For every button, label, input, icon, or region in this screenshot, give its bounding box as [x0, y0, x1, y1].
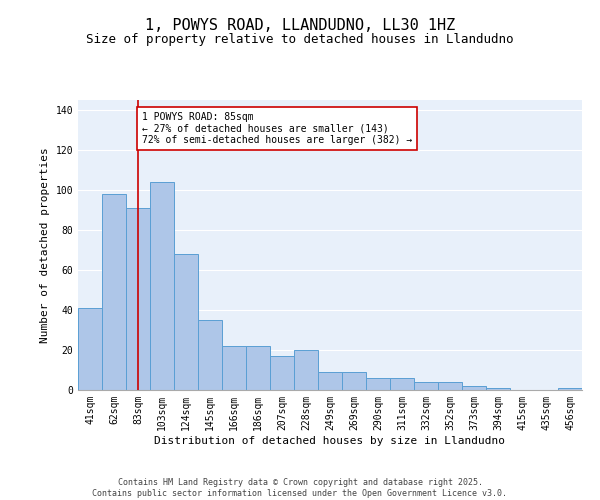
- Bar: [78, 308, 102, 390]
- Text: Size of property relative to detached houses in Llandudno: Size of property relative to detached ho…: [86, 32, 514, 46]
- Bar: [150, 182, 174, 390]
- Bar: [318, 372, 342, 390]
- Bar: [174, 254, 198, 390]
- X-axis label: Distribution of detached houses by size in Llandudno: Distribution of detached houses by size …: [155, 436, 505, 446]
- Bar: [462, 386, 486, 390]
- Bar: [342, 372, 366, 390]
- Bar: [486, 388, 510, 390]
- Bar: [246, 346, 270, 390]
- Bar: [126, 208, 150, 390]
- Y-axis label: Number of detached properties: Number of detached properties: [40, 147, 50, 343]
- Bar: [294, 350, 318, 390]
- Bar: [414, 382, 438, 390]
- Bar: [438, 382, 462, 390]
- Bar: [390, 378, 414, 390]
- Bar: [222, 346, 246, 390]
- Bar: [198, 320, 222, 390]
- Bar: [366, 378, 390, 390]
- Bar: [558, 388, 582, 390]
- Bar: [270, 356, 294, 390]
- Text: Contains HM Land Registry data © Crown copyright and database right 2025.
Contai: Contains HM Land Registry data © Crown c…: [92, 478, 508, 498]
- Text: 1 POWYS ROAD: 85sqm
← 27% of detached houses are smaller (143)
72% of semi-detac: 1 POWYS ROAD: 85sqm ← 27% of detached ho…: [142, 112, 412, 145]
- Text: 1, POWYS ROAD, LLANDUDNO, LL30 1HZ: 1, POWYS ROAD, LLANDUDNO, LL30 1HZ: [145, 18, 455, 32]
- Bar: [102, 194, 126, 390]
